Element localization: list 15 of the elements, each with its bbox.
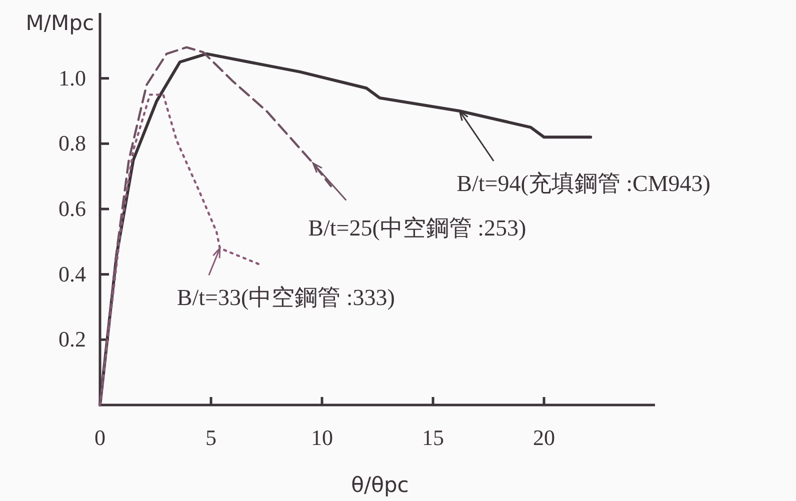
x-tick-label: 10 <box>311 425 333 450</box>
legend-label: B/t=25(中空鋼管 :253) <box>308 215 526 240</box>
x-axis-title: θ/θpc <box>351 473 409 497</box>
y-axis-title: M/Mpc <box>26 11 94 35</box>
legend-label: B/t=94(充填鋼管 :CM943) <box>456 171 710 196</box>
x-tick-label: 15 <box>422 425 444 450</box>
y-tick-label: 0.2 <box>58 326 86 352</box>
legend-label: B/t=33(中空鋼管 :333) <box>176 285 395 310</box>
y-tick-label: 0.4 <box>58 261 86 286</box>
x-tick-label: 5 <box>206 425 216 450</box>
y-tick-label: 1.0 <box>58 65 86 90</box>
x-tick-label: 20 <box>533 425 555 450</box>
x-tick-label: 0 <box>94 425 106 450</box>
y-tick-label: 0.8 <box>58 130 86 156</box>
y-tick-label: 0.6 <box>58 196 86 221</box>
